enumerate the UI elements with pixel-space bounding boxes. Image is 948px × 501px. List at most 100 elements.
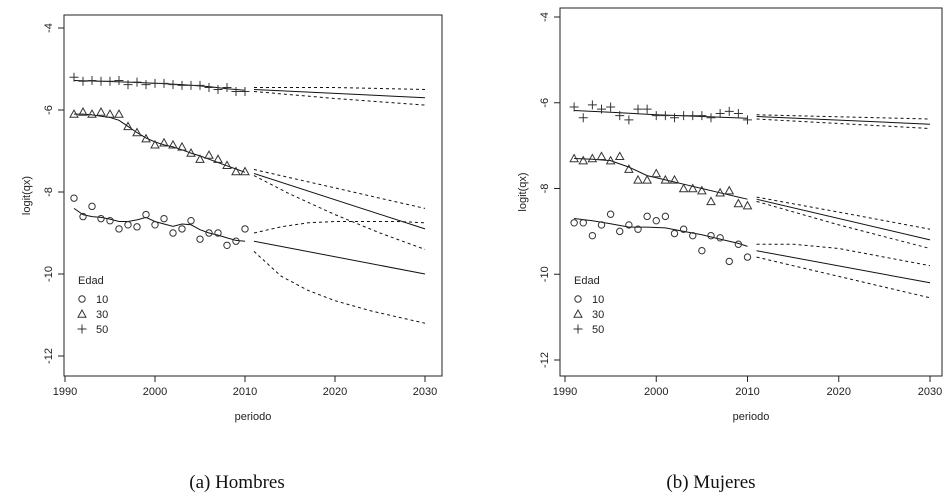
upper-bound-line <box>756 114 931 120</box>
legend-label-50: 50 <box>96 324 108 336</box>
data-point <box>614 151 625 161</box>
data-point <box>661 212 670 221</box>
data-point <box>87 75 97 85</box>
data-point <box>569 153 579 163</box>
legend-title: Edad <box>574 275 600 287</box>
data-point <box>214 229 222 237</box>
data-point <box>159 78 169 88</box>
data-point <box>105 109 115 118</box>
lower-bound-line <box>756 256 931 299</box>
data-point <box>232 237 240 245</box>
data-point <box>132 127 142 137</box>
x-tick-label: 2010 <box>233 386 257 398</box>
data-point <box>615 111 625 121</box>
data-point <box>70 194 78 202</box>
x-tick-label: 2030 <box>918 386 942 398</box>
upper-bound-line <box>756 243 931 267</box>
x-tick-label: 2000 <box>644 386 668 398</box>
x-tick-label: 2020 <box>323 386 347 398</box>
data-point <box>642 104 652 114</box>
legend-marker <box>573 324 583 334</box>
data-point <box>624 164 634 173</box>
x-axis-label: periodo <box>235 411 272 423</box>
chart-hombres: -4 -6 -8 -10 -12 1990 2000 2010 2020 2030 periodo l… <box>21 14 443 423</box>
data-point <box>160 214 168 223</box>
data-point <box>725 257 733 266</box>
y-tick-label: -8 <box>539 184 551 194</box>
y-tick-label: -12 <box>43 348 55 364</box>
data-point <box>213 85 223 94</box>
x-tick-label: 2010 <box>735 386 759 398</box>
data-point <box>605 155 616 165</box>
data-point <box>78 107 88 116</box>
data-point <box>678 183 689 193</box>
data-point <box>87 109 97 118</box>
chart-panel-hombres: -4 -6 -8 -10 -12 1990 2000 2010 2020 2030 periodo l… <box>21 14 443 493</box>
fitted-line <box>73 80 246 91</box>
data-point <box>151 221 159 229</box>
data-point <box>579 219 587 227</box>
data-point <box>78 76 88 86</box>
data-point <box>96 107 106 116</box>
data-point <box>642 174 652 184</box>
data-point <box>123 80 133 90</box>
data-point <box>606 210 615 218</box>
data-point <box>588 231 597 240</box>
data-point <box>186 148 196 157</box>
data-point <box>570 219 578 227</box>
legend-label-30: 30 <box>592 309 604 321</box>
data-point <box>606 102 616 112</box>
forecast-line <box>253 240 426 275</box>
legend-title: Edad <box>78 275 104 287</box>
series-50 <box>69 72 426 106</box>
data-point <box>132 77 142 87</box>
data-point <box>743 253 752 261</box>
data-point <box>587 153 598 163</box>
y-tick-label: -4 <box>539 12 551 22</box>
data-point <box>643 212 651 221</box>
data-point <box>734 240 743 248</box>
data-point <box>670 229 679 238</box>
data-point <box>706 113 716 123</box>
forecast-line <box>756 198 931 241</box>
data-point <box>651 168 662 178</box>
legend-marker <box>77 324 87 334</box>
legend-label-30: 30 <box>96 309 108 321</box>
y-tick-label: -8 <box>43 187 55 197</box>
data-point <box>204 150 214 159</box>
data-point <box>195 154 205 163</box>
data-point <box>733 198 744 208</box>
data-point <box>697 185 707 195</box>
data-point <box>597 221 606 229</box>
lower-bound-line <box>756 118 931 129</box>
y-tick-label: -6 <box>43 105 55 115</box>
series-30 <box>569 151 931 249</box>
data-point <box>106 217 114 225</box>
data-point <box>634 225 642 233</box>
data-point <box>222 160 232 170</box>
y-tick-label: -4 <box>43 23 55 33</box>
legend-label-10: 10 <box>96 294 108 306</box>
data-point <box>669 174 680 184</box>
fitted-line <box>574 158 748 200</box>
data-point <box>133 223 141 231</box>
data-point <box>115 225 123 233</box>
caption-mujeres: (b) Mujeres <box>666 472 756 493</box>
legend-marker <box>77 308 87 318</box>
data-point <box>625 221 633 229</box>
y-tick-label: -12 <box>539 352 551 368</box>
series-10 <box>570 210 931 299</box>
lower-bound-line <box>756 200 931 249</box>
data-point <box>213 154 223 163</box>
plot-frame <box>63 14 443 377</box>
data-point <box>597 104 606 114</box>
x-tick-label: 2000 <box>143 386 167 398</box>
forecast-line <box>756 250 931 284</box>
data-point <box>150 78 160 88</box>
plot-frame <box>559 7 943 377</box>
x-tick-label: 2030 <box>413 386 437 398</box>
data-point <box>652 216 660 225</box>
data-point <box>689 231 697 240</box>
y-tick-label: -10 <box>43 266 55 282</box>
x-tick-label: 1990 <box>553 386 577 398</box>
